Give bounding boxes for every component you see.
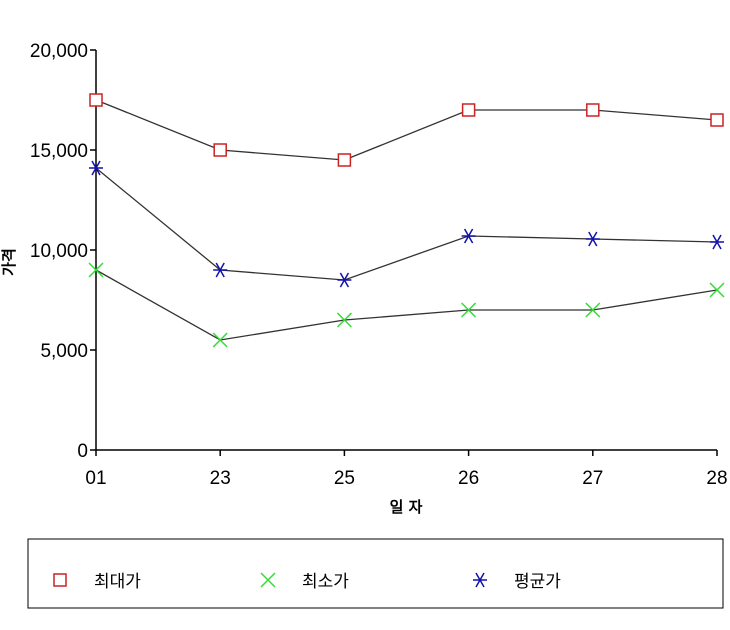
- y-tick-label: 20,000: [30, 41, 88, 62]
- data-point: [336, 312, 352, 328]
- legend-marker: [260, 572, 276, 588]
- data-point: [213, 143, 227, 157]
- x-tick-label: 25: [334, 468, 355, 489]
- x-axis-title: 일 자: [390, 498, 423, 516]
- data-point: [710, 234, 724, 250]
- x-tick-label: 27: [582, 468, 603, 489]
- data-point: [461, 302, 477, 318]
- y-tick-label: 5,000: [40, 341, 88, 362]
- data-point: [337, 153, 352, 167]
- legend-label: 최대가: [94, 572, 141, 592]
- x-tick-label: 01: [85, 468, 106, 489]
- series-line-0: [95, 99, 718, 161]
- data-point: [461, 103, 476, 117]
- legend-label: 평균가: [514, 572, 561, 592]
- x-tick-label: 26: [458, 468, 479, 489]
- data-point: [88, 262, 104, 278]
- data-point: [585, 302, 601, 318]
- series-layer: [88, 93, 725, 348]
- series-line-2: [95, 167, 718, 281]
- x-tick-label: 23: [210, 468, 231, 489]
- data-point: [586, 103, 600, 117]
- x-tick-label: 28: [706, 468, 727, 489]
- y-tick-label: 0: [77, 441, 88, 462]
- axes: 0 5,000 10,000 15,000 20,000 01 23 25 26 27 28: [30, 41, 728, 489]
- legend-marker: [53, 573, 67, 587]
- data-point: [89, 160, 103, 176]
- data-point: [710, 113, 724, 127]
- legend: 최대가 최소가 평균가: [53, 572, 561, 592]
- data-point: [213, 262, 228, 278]
- legend-label: 최소가: [302, 572, 349, 592]
- legend-box: [27, 538, 724, 609]
- data-point: [585, 231, 600, 247]
- y-tick-label: 10,000: [30, 241, 88, 262]
- legend-marker: [473, 572, 487, 588]
- data-point: [337, 272, 352, 288]
- data-point: [709, 282, 725, 298]
- data-point: [89, 93, 103, 107]
- series-line-1: [95, 269, 718, 341]
- y-tick-label: 15,000: [30, 141, 88, 162]
- y-axis-title: 가격: [0, 248, 18, 276]
- data-point: [212, 332, 228, 348]
- data-point: [461, 228, 476, 244]
